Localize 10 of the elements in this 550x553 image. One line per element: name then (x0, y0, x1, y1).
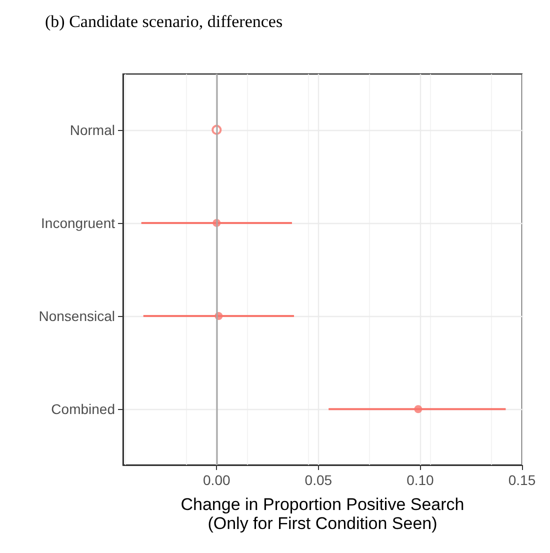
chart-title: (b) Candidate scenario, differences (45, 12, 283, 31)
x-tick-label: 0.05 (304, 472, 332, 488)
y-tick-label: Normal (70, 122, 115, 138)
x-axis-title: Change in Proportion Positive Search (Only for First Condition Seen) (180, 495, 464, 533)
y-tick-label: Combined (51, 401, 115, 418)
y-tick-label: Nonsensical (38, 308, 115, 324)
x-tick-label: 0.10 (406, 472, 434, 488)
x-tick-label: 0.00 (203, 472, 230, 488)
y-tick-label: Incongruent (41, 214, 116, 231)
x-tick-label: 0.15 (508, 472, 536, 488)
